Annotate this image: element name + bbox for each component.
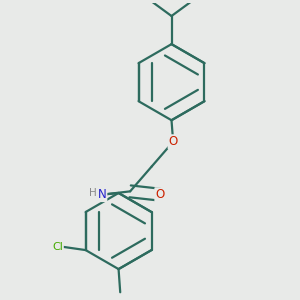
Text: N: N: [98, 188, 106, 201]
Text: H: H: [89, 188, 97, 198]
Text: O: O: [169, 135, 178, 148]
Text: Cl: Cl: [52, 242, 63, 252]
Text: O: O: [155, 188, 165, 201]
